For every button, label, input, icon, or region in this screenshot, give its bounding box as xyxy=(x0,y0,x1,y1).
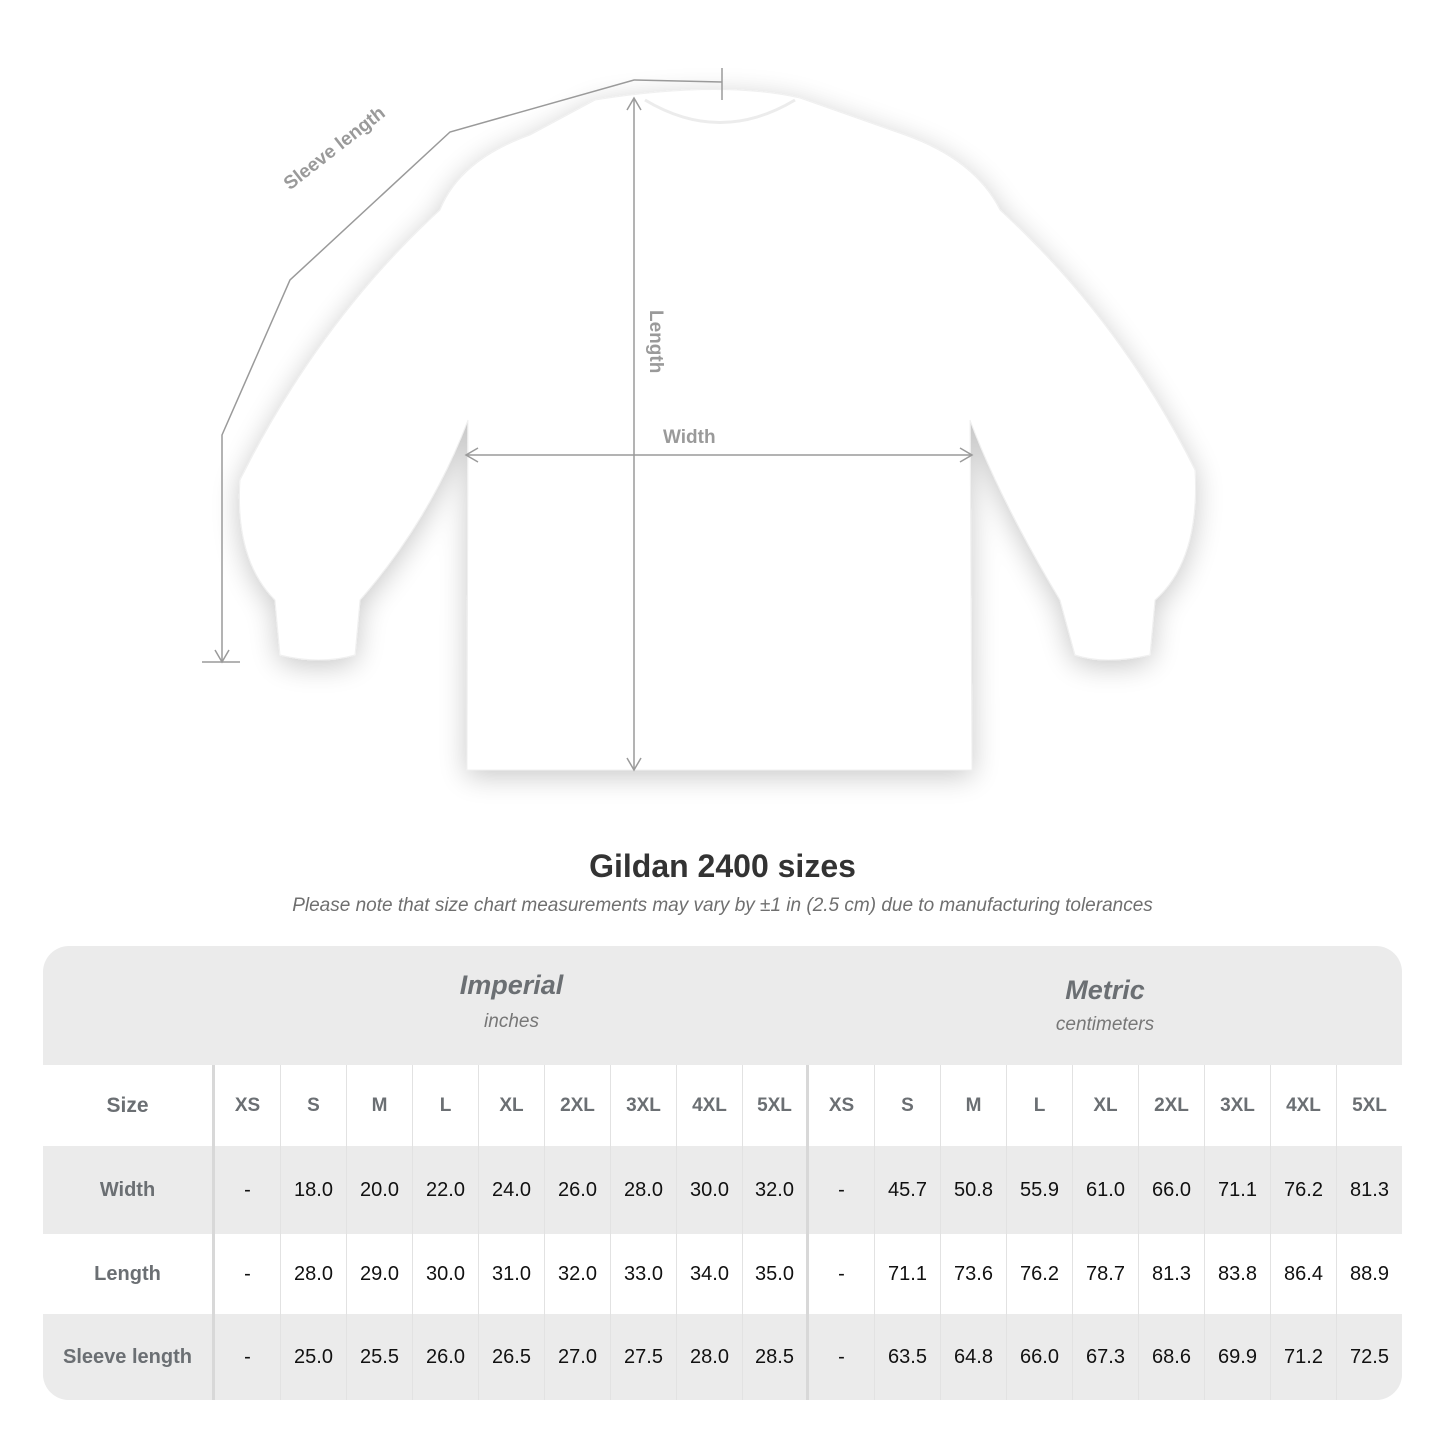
value-imperial-2xl: 27.0 xyxy=(545,1314,611,1400)
value-metric-m: 50.8 xyxy=(941,1146,1007,1234)
size-table: Imperial inches Metric centimeters Size X… xyxy=(43,946,1402,1400)
value-metric-s: 45.7 xyxy=(875,1146,941,1234)
value-imperial-2xl: 26.0 xyxy=(545,1146,611,1234)
size-metric-2xl: 2XL xyxy=(1139,1065,1205,1146)
size-imperial-4xl: 4XL xyxy=(677,1065,743,1146)
value-metric-2xl: 66.0 xyxy=(1139,1146,1205,1234)
size-imperial-3xl: 3XL xyxy=(611,1065,677,1146)
value-metric-l: 76.2 xyxy=(1007,1234,1073,1314)
value-metric-3xl: 71.1 xyxy=(1205,1146,1271,1234)
table-row: Width -18.0 20.0 22.0 24.0 26.0 28.0 30.0 32.0-4… xyxy=(43,1146,1402,1234)
size-metric-l: L xyxy=(1007,1065,1073,1146)
size-metric-xl: XL xyxy=(1073,1065,1139,1146)
value-imperial-xs: - xyxy=(215,1234,281,1314)
value-metric-3xl: 69.9 xyxy=(1205,1314,1271,1400)
size-header-row: Size XS S M L XL 2XL 3XL 4XL 5XL XS S M L XL 2XL 3XL 4XL 5… xyxy=(43,1065,1402,1146)
tolerance-note: Please note that size chart measurements… xyxy=(292,895,1153,916)
value-imperial-xl: 24.0 xyxy=(479,1146,545,1234)
value-metric-2xl: 81.3 xyxy=(1139,1234,1205,1314)
size-imperial-xl: XL xyxy=(479,1065,545,1146)
metric-title: Metric xyxy=(1065,975,1145,1005)
value-metric-s: 71.1 xyxy=(875,1234,941,1314)
value-imperial-3xl: 27.5 xyxy=(611,1314,677,1400)
value-metric-xl: 78.7 xyxy=(1073,1234,1139,1314)
value-metric-4xl: 76.2 xyxy=(1271,1146,1337,1234)
row-label: Sleeve length xyxy=(43,1314,215,1400)
value-imperial-xs: - xyxy=(215,1314,281,1400)
value-imperial-xl: 26.5 xyxy=(479,1314,545,1400)
value-imperial-5xl: 32.0 xyxy=(743,1146,809,1234)
value-imperial-2xl: 32.0 xyxy=(545,1234,611,1314)
table-row: Sleeve length -25.0 25.5 26.0 26.5 27.0 27.5 28… xyxy=(43,1314,1402,1400)
value-metric-5xl: 72.5 xyxy=(1350,1345,1389,1368)
size-imperial-5xl: 5XL xyxy=(743,1065,809,1146)
value-metric-m: 64.8 xyxy=(941,1314,1007,1400)
size-metric-s: S xyxy=(875,1065,941,1146)
value-imperial-4xl: 34.0 xyxy=(677,1234,743,1314)
value-metric-3xl: 83.8 xyxy=(1205,1234,1271,1314)
value-imperial-l: 26.0 xyxy=(413,1314,479,1400)
measure-lines xyxy=(202,68,974,772)
size-metric-xs: XS xyxy=(809,1065,875,1146)
imperial-title: Imperial xyxy=(459,970,564,1000)
value-metric-s: 63.5 xyxy=(875,1314,941,1400)
table-row: Length -28.0 29.0 30.0 31.0 32.0 33.0 34.0 35.0-… xyxy=(43,1234,1402,1314)
length-label: Length xyxy=(645,310,666,374)
sleeve-length-line xyxy=(221,79,723,662)
value-imperial-5xl: 28.5 xyxy=(743,1314,809,1400)
value-metric-m: 73.6 xyxy=(941,1234,1007,1314)
value-metric-xs: - xyxy=(809,1314,875,1400)
size-imperial-2xl: 2XL xyxy=(545,1065,611,1146)
row-label: Width xyxy=(43,1146,215,1234)
shirt-diagram xyxy=(202,68,1196,772)
metric-header: Metric centimeters xyxy=(808,946,1402,1063)
value-imperial-5xl: 35.0 xyxy=(743,1234,809,1314)
page-title: Gildan 2400 sizes xyxy=(589,848,856,884)
value-metric-xl: 61.0 xyxy=(1073,1146,1139,1234)
size-metric-5xl: 5XL xyxy=(1352,1094,1387,1116)
width-label: Width xyxy=(663,427,716,448)
value-imperial-s: 28.0 xyxy=(281,1234,347,1314)
value-metric-xl: 67.3 xyxy=(1073,1314,1139,1400)
value-metric-xs: - xyxy=(809,1146,875,1234)
size-imperial-s: S xyxy=(281,1065,347,1146)
value-imperial-l: 22.0 xyxy=(413,1146,479,1234)
size-metric-4xl: 4XL xyxy=(1271,1065,1337,1146)
value-imperial-l: 30.0 xyxy=(413,1234,479,1314)
shirt-shape xyxy=(238,88,1196,771)
value-metric-l: 55.9 xyxy=(1007,1146,1073,1234)
imperial-header: Imperial inches xyxy=(215,946,808,1063)
value-imperial-m: 25.5 xyxy=(347,1314,413,1400)
value-imperial-s: 25.0 xyxy=(281,1314,347,1400)
value-metric-5xl: 88.9 xyxy=(1350,1262,1389,1285)
imperial-unit: inches xyxy=(484,1011,539,1032)
value-imperial-4xl: 30.0 xyxy=(677,1146,743,1234)
value-imperial-m: 29.0 xyxy=(347,1234,413,1314)
value-imperial-4xl: 28.0 xyxy=(677,1314,743,1400)
value-metric-l: 66.0 xyxy=(1007,1314,1073,1400)
size-imperial-l: L xyxy=(413,1065,479,1146)
value-imperial-s: 18.0 xyxy=(281,1146,347,1234)
metric-unit: centimeters xyxy=(1055,1014,1155,1035)
value-imperial-3xl: 28.0 xyxy=(611,1146,677,1234)
value-metric-4xl: 71.2 xyxy=(1271,1314,1337,1400)
size-imperial-xs: XS xyxy=(215,1065,281,1146)
value-metric-2xl: 68.6 xyxy=(1139,1314,1205,1400)
value-metric-xs: - xyxy=(809,1234,875,1314)
value-imperial-xs: - xyxy=(215,1146,281,1234)
value-metric-5xl: 81.3 xyxy=(1350,1178,1389,1201)
size-label: Size xyxy=(43,1065,215,1146)
size-metric-3xl: 3XL xyxy=(1205,1065,1271,1146)
row-label: Length xyxy=(43,1234,215,1314)
value-imperial-xl: 31.0 xyxy=(479,1234,545,1314)
value-imperial-3xl: 33.0 xyxy=(611,1234,677,1314)
size-metric-m: M xyxy=(941,1065,1007,1146)
value-metric-4xl: 86.4 xyxy=(1271,1234,1337,1314)
size-imperial-m: M xyxy=(347,1065,413,1146)
value-imperial-m: 20.0 xyxy=(347,1146,413,1234)
